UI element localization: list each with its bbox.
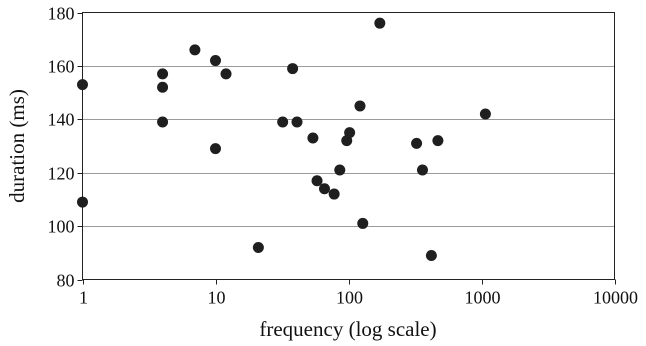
data-points: [77, 17, 491, 261]
scatter-point: [479, 108, 491, 120]
x-axis-label: frequency (log scale): [259, 317, 436, 341]
scatter-point: [311, 175, 323, 187]
scatter-point: [252, 241, 264, 253]
scatter-point: [291, 116, 303, 128]
scatter-point: [416, 164, 428, 176]
x-tick-label: 1000: [465, 288, 501, 308]
scatter-point: [189, 44, 201, 56]
scatter-point: [319, 183, 330, 195]
scatter-point: [425, 249, 437, 261]
x-tick-label: 10000: [593, 288, 638, 308]
scatter-point: [157, 81, 169, 93]
x-axis-tick-labels: 1 10 100 1000 10000: [79, 288, 638, 308]
scatter-point: [220, 68, 232, 80]
y-tick-label: 160: [48, 57, 75, 77]
y-tick-label: 120: [48, 164, 75, 184]
y-axis-label: duration (ms): [5, 89, 29, 203]
x-tick-label: 1: [79, 288, 88, 308]
y-tick-label: 80: [57, 271, 75, 291]
scatter-point: [344, 127, 356, 139]
plot-area: [82, 12, 615, 280]
scatter-point: [432, 135, 444, 147]
scatter-point: [354, 100, 366, 112]
scatter-point: [210, 143, 221, 155]
y-tick-label: 100: [48, 217, 75, 237]
scatter-point: [287, 63, 299, 75]
axis-ticks: [77, 13, 616, 285]
x-tick-label: 10: [208, 288, 226, 308]
scatter-point: [277, 116, 289, 128]
scatter-point: [157, 68, 169, 80]
scatter-point: [77, 79, 88, 91]
scatter-point: [307, 132, 319, 144]
scatter-point: [334, 164, 346, 176]
scatter-point: [210, 55, 221, 67]
grid-lines: [82, 66, 615, 227]
scatter-point: [411, 137, 423, 149]
y-axis-tick-labels: 80 100 120 140 160 180: [48, 4, 75, 291]
x-tick-label: 100: [336, 288, 363, 308]
scatter-point: [374, 17, 386, 29]
y-tick-label: 180: [48, 4, 75, 24]
scatter-point: [357, 217, 369, 229]
scatter-point: [328, 188, 340, 200]
y-tick-label: 140: [48, 110, 75, 130]
scatter-point: [157, 116, 169, 128]
scatter-point: [77, 196, 88, 208]
